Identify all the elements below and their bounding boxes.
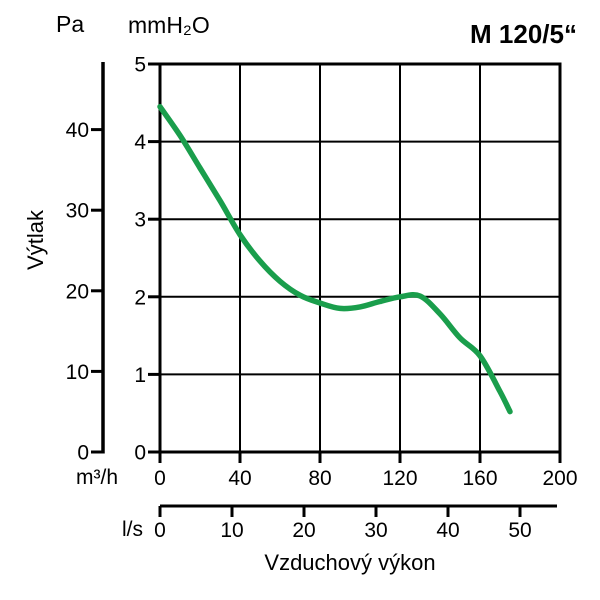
ls-tick-label: 10 [220, 519, 243, 542]
ls-tick-label: 0 [154, 519, 166, 542]
mmh2o-unit-label: mmH₂O [128, 12, 210, 38]
performance-curve [157, 103, 513, 415]
pa-tick-label: 10 [66, 361, 89, 384]
ls-tick-label: 50 [508, 519, 531, 542]
mmh2o-tick-label: 0 [134, 442, 146, 465]
m3h-tick-label: 0 [154, 467, 166, 490]
pa-tick-label: 30 [66, 200, 89, 223]
ls-tick-label: 30 [364, 519, 387, 542]
pa-tick-label: 20 [66, 280, 89, 303]
mmh2o-tick-label: 5 [134, 54, 146, 77]
model-title: M 120/5“ [470, 19, 577, 49]
m3h-tick-label: 200 [542, 467, 577, 490]
m3h-tick-label: 80 [308, 467, 331, 490]
pa-tick-label: 0 [77, 442, 89, 465]
x-axis-title: Vzduchový výkon [264, 550, 436, 575]
mmh2o-tick-label: 1 [134, 364, 146, 387]
m3h-unit-label: m³/h [76, 466, 118, 489]
pa-unit-label: Pa [56, 11, 85, 37]
ls-tick-label: 20 [292, 519, 315, 542]
ls-tick-label: 40 [436, 519, 459, 542]
mmh2o-tick-label: 3 [134, 209, 146, 232]
plot-border [158, 62, 562, 454]
m3h-tick-label: 160 [462, 467, 497, 490]
ls-unit-label: l/s [122, 518, 143, 541]
m3h-tick-label: 40 [228, 467, 251, 490]
pa-tick-label: 40 [66, 119, 89, 142]
mmh2o-tick-label: 4 [134, 131, 146, 154]
mmh2o-tick-label: 2 [134, 286, 146, 309]
m3h-tick-label: 120 [382, 467, 417, 490]
y-axis-title: Výtlak [23, 210, 48, 270]
